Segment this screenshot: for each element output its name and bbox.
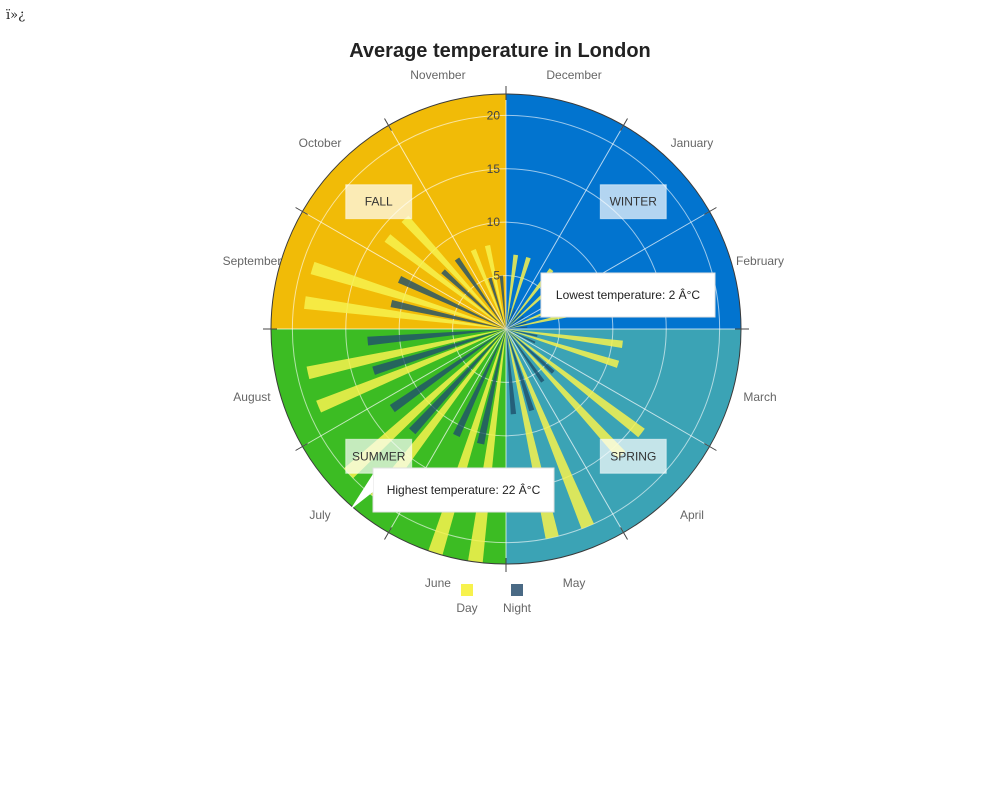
legend-swatch-day: [461, 584, 473, 596]
bar-night-september: [398, 276, 506, 329]
season-label-fall: FALL: [365, 195, 393, 209]
grid-spoke: [505, 328, 710, 447]
bar-night-february: [506, 321, 527, 329]
grid-spoke: [505, 211, 710, 330]
bar-day-november: [470, 249, 506, 329]
bar-night-february: [506, 326, 528, 329]
radial-tick-label-15: 15: [487, 162, 501, 176]
bar-night-september: [390, 299, 506, 329]
annotation-text: Highest temperature: 22 Â°C: [387, 482, 541, 497]
bar-day-march: [506, 329, 620, 368]
outer-tick: [384, 118, 392, 131]
bar-night-june: [476, 329, 506, 445]
radial-tick-label-5: 5: [493, 269, 500, 283]
bar-night-april: [506, 329, 545, 383]
bar-night-october: [454, 257, 506, 329]
radial-tick-label-20: 20: [487, 108, 501, 122]
month-label-january: January: [671, 136, 714, 150]
bar-night-october: [441, 269, 506, 329]
annotation-pointer: [523, 317, 560, 318]
bar-day-may: [506, 329, 594, 529]
grid-spoke: [302, 328, 507, 447]
bar-night-may: [506, 329, 535, 412]
outer-tick: [295, 207, 308, 215]
bar-day-september: [310, 261, 506, 329]
bar-day-november: [484, 245, 506, 329]
outer-tick: [704, 443, 717, 451]
bar-day-december: [506, 254, 519, 329]
month-label-may: May: [563, 576, 586, 590]
outer-tick: [295, 443, 308, 451]
bar-night-march: [506, 329, 538, 337]
bar-day-august: [316, 329, 506, 413]
season-label-spring: SPRING: [610, 449, 656, 463]
chart-title: Average temperature in London: [349, 40, 651, 62]
legend-label-day: Day: [456, 601, 478, 615]
month-label-september: September: [223, 254, 282, 268]
bar-night-april: [506, 329, 555, 374]
bar-night-august: [372, 329, 506, 375]
bar-night-august: [367, 329, 506, 346]
legend-label-night: Night: [502, 601, 531, 615]
legend-item-night[interactable]: Night: [500, 584, 534, 615]
month-label-november: November: [410, 68, 465, 82]
bar-night-june: [453, 329, 506, 437]
outer-tick: [384, 527, 392, 540]
bar-day-march: [506, 329, 623, 348]
encoding-artifact-text: ï»¿: [6, 8, 26, 23]
grid-spoke: [302, 211, 507, 330]
season-label-winter: WINTER: [610, 195, 658, 209]
season-label-box-spring: [599, 438, 667, 474]
bar-night-december: [506, 309, 516, 329]
month-label-august: August: [233, 390, 271, 404]
grid-spoke: [505, 125, 624, 330]
legend-swatch-night: [511, 584, 523, 596]
month-label-june: June: [425, 576, 451, 590]
bar-day-april: [506, 329, 626, 459]
outer-tick: [620, 527, 628, 540]
bar-day-april: [506, 329, 645, 438]
season-label-box-winter: [599, 184, 667, 220]
bar-day-october: [401, 215, 506, 329]
bar-night-january: [506, 312, 521, 329]
month-label-february: February: [736, 254, 784, 268]
month-label-july: July: [309, 508, 330, 522]
bar-night-july: [409, 329, 506, 435]
grid-spoke: [505, 328, 624, 533]
bar-night-march: [506, 329, 536, 344]
outer-tick: [620, 118, 628, 131]
grid-spoke: [388, 125, 507, 330]
bar-night-november: [488, 277, 506, 329]
month-label-april: April: [680, 508, 704, 522]
annotation-pointer: [350, 474, 373, 510]
bar-night-july: [389, 329, 506, 413]
bar-night-december: [506, 308, 512, 329]
bar-day-december: [506, 257, 531, 329]
bar-night-november: [499, 275, 506, 329]
bar-night-january: [506, 316, 524, 329]
month-label-october: October: [299, 136, 342, 150]
bar-day-august: [306, 329, 506, 380]
season-label-summer: SUMMER: [352, 449, 406, 463]
legend-item-day[interactable]: Day: [450, 584, 484, 615]
outer-tick: [704, 207, 717, 215]
radial-tick-label-10: 10: [487, 215, 501, 229]
month-label-march: March: [743, 390, 776, 404]
annotation-box: [540, 272, 716, 318]
bar-night-may: [506, 329, 517, 415]
bar-day-october: [384, 234, 506, 329]
legend: Day Night: [450, 584, 534, 615]
month-label-december: December: [546, 68, 601, 82]
bar-day-september: [304, 296, 506, 329]
season-label-box-fall: [345, 184, 413, 220]
annotation-box: [372, 467, 555, 513]
annotation-text: Lowest temperature: 2 Â°C: [556, 287, 701, 302]
